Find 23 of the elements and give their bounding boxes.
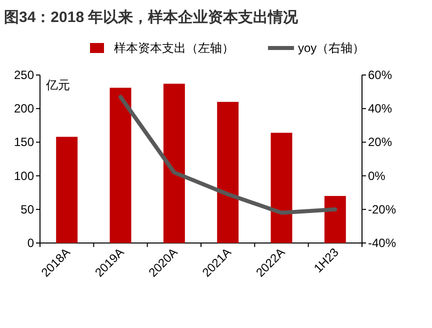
y-tick-label: 200 bbox=[14, 102, 34, 116]
bar bbox=[110, 88, 132, 243]
y2-tick-label: 40% bbox=[368, 102, 392, 116]
y-tick-label: 0 bbox=[27, 236, 34, 250]
legend-label: 样本资本支出（左轴） bbox=[114, 41, 234, 55]
y2-tick-label: 60% bbox=[368, 68, 392, 82]
y-axis-title: 亿元 bbox=[45, 78, 70, 92]
y-tick-label: 250 bbox=[14, 68, 34, 82]
y2-tick-label: -40% bbox=[368, 236, 396, 250]
y2-tick-label: 0% bbox=[368, 168, 386, 183]
y2-tick-label: 20% bbox=[368, 135, 392, 150]
y-tick-label: 50 bbox=[20, 202, 34, 216]
y-tick-label: 100 bbox=[14, 168, 34, 183]
legend-label: yoy（右轴） bbox=[298, 41, 365, 55]
chart-title: 图34：2018 年以来，样本企业资本支出情况 bbox=[4, 9, 300, 26]
bar bbox=[163, 84, 185, 243]
line-series bbox=[118, 94, 338, 215]
bar bbox=[270, 132, 292, 243]
bar bbox=[56, 136, 78, 243]
y2-tick-label: -20% bbox=[368, 202, 396, 216]
bar bbox=[324, 196, 346, 243]
y-tick-label: 150 bbox=[14, 135, 34, 150]
bar bbox=[217, 102, 239, 243]
